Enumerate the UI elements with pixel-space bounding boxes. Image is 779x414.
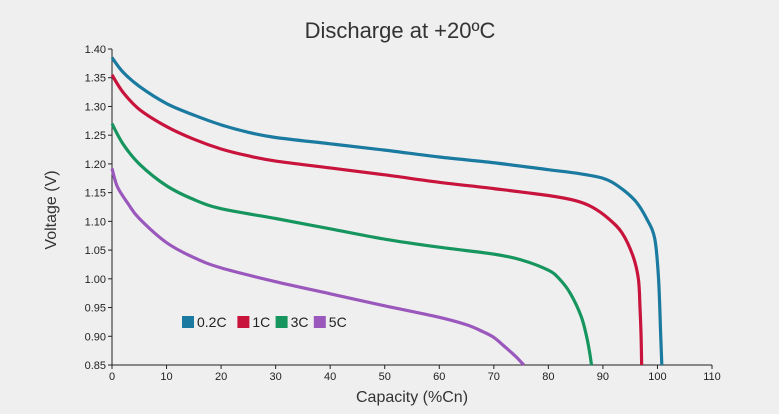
series-line-0-2c [110, 56, 664, 366]
x-tick-label: 60 [433, 371, 445, 383]
x-axis-title: Capacity (%Cn) [356, 389, 468, 406]
chart-title: Discharge at +20ºC [305, 18, 496, 43]
legend-swatch-3c [275, 316, 288, 328]
series-line-1c [110, 73, 644, 366]
x-tick-label: 40 [324, 371, 336, 383]
legend-swatch-5c [313, 316, 326, 328]
legend-swatch-0-2c [182, 316, 194, 328]
y-tick-label: 1.40 [85, 44, 106, 56]
x-tick-label: 90 [597, 371, 609, 383]
x-tick-label: 10 [160, 371, 172, 383]
series-lines [110, 56, 664, 367]
series-line-5c [110, 168, 525, 367]
legend-label-0-2c: 0.2C [197, 314, 227, 330]
y-axis-title: Voltage (V) [43, 170, 60, 249]
legend-swatch-1c [237, 316, 250, 328]
y-tick-label: 0.95 [85, 303, 106, 315]
y-tick-label: 1.35 [85, 73, 106, 85]
legend-label-3c: 3C [291, 314, 309, 330]
legend-label-5c: 5C [329, 314, 347, 330]
y-tick-label: 1.25 [85, 130, 106, 142]
legend-label-1c: 1C [252, 314, 270, 330]
y-tick-label: 1.05 [85, 245, 106, 257]
y-tick-label: 0.85 [85, 360, 106, 372]
axes: 0 10 20 30 40 50 60 70 80 90 100 110 0.85 0.90 0.95 1.0… [85, 44, 721, 383]
legend: 0.2C 1C 3C 5C [182, 314, 347, 330]
x-tick-label: 80 [542, 371, 554, 383]
x-tick-label: 0 [109, 371, 115, 383]
y-tick-label: 1.30 [85, 101, 106, 113]
y-tick-label: 1.10 [85, 216, 106, 228]
x-tick-label: 70 [488, 371, 500, 383]
y-tick-label: 0.90 [85, 331, 106, 343]
x-tick-label: 110 [703, 371, 721, 383]
y-tick-label: 1.15 [85, 188, 106, 200]
y-tick-label: 1.00 [85, 274, 106, 286]
series-line-3c [110, 122, 594, 366]
x-tick-label: 100 [648, 371, 666, 383]
y-tick-label: 1.20 [85, 159, 106, 171]
x-tick-label: 30 [270, 371, 282, 383]
x-tick-label: 20 [215, 371, 227, 383]
x-tick-label: 50 [379, 371, 391, 383]
